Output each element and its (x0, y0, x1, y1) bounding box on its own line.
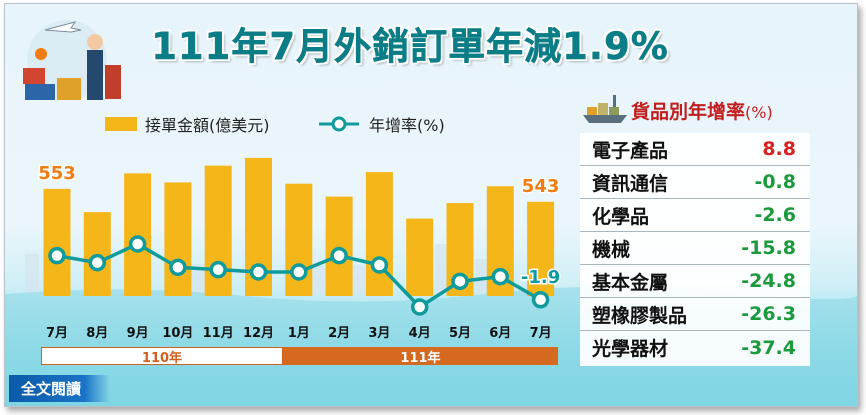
bar (43, 188, 71, 296)
growth-value: 8.8 (762, 138, 796, 160)
table-row: 化學品 -2.6 (580, 199, 810, 232)
growth-value: -24.8 (741, 270, 796, 292)
legend-line: 年增率(%) (317, 112, 445, 136)
bar (325, 196, 353, 296)
page-title: 111年7月外銷訂單年減1.9% (151, 25, 669, 69)
table-row: 電子產品 8.8 (580, 133, 810, 166)
product-name: 資訊通信 (592, 172, 669, 195)
growth-value: -2.6 (754, 204, 796, 226)
data-label: -1.9 (521, 267, 560, 288)
growth-value: -15.8 (741, 237, 796, 259)
growth-point (330, 246, 348, 265)
x-tick-label: 6月 (489, 326, 511, 341)
x-tick-label: 3月 (368, 326, 390, 341)
x-tick-label: 12月 (243, 326, 274, 341)
product-name: 機械 (592, 238, 631, 261)
x-tick-label: 7月 (46, 326, 68, 341)
read-full-text-button[interactable]: 全文閱讀 (9, 375, 110, 402)
x-tick-label: 11月 (203, 326, 234, 341)
year-110-label: 110年 (41, 347, 283, 366)
growth-point (290, 263, 308, 281)
growth-value: -37.4 (741, 336, 796, 359)
x-tick-label: 10月 (162, 326, 193, 341)
product-name: 光學器材 (592, 338, 669, 360)
legend-bar: 接單金額(億美元) (105, 112, 270, 136)
growth-point (209, 260, 227, 279)
x-tick-label: 2月 (328, 326, 350, 341)
x-tick-label: 4月 (409, 326, 431, 341)
year-111-label: 111年 (283, 347, 558, 366)
cargo-ship-icon (583, 95, 627, 123)
growth-point (491, 267, 510, 286)
table-row: 機械 -15.8 (580, 232, 810, 265)
bar (365, 172, 393, 296)
bar (124, 173, 152, 296)
growth-point (451, 272, 469, 291)
growth-point (410, 298, 429, 316)
x-tick-label: 8月 (86, 326, 108, 341)
x-tick-label: 1月 (288, 326, 310, 341)
data-label: 543 (522, 176, 560, 197)
legend-bar-label: 接單金額(億美元) (145, 116, 270, 135)
data-label: 553 (38, 163, 76, 184)
growth-value: -0.8 (754, 171, 796, 193)
product-name: 化學品 (592, 205, 650, 228)
table-row: 基本金屬 -24.8 (580, 265, 810, 298)
product-name: 塑橡膠製品 (592, 304, 688, 327)
table-row: 塑橡膠製品 -26.3 (580, 298, 810, 331)
legend-line-label: 年增率(%) (369, 116, 445, 135)
growth-point (249, 263, 268, 281)
product-name: 基本金屬 (592, 271, 669, 294)
growth-point (169, 258, 187, 277)
table-title-unit: (%) (745, 103, 773, 122)
x-tick-label: 7月 (530, 326, 552, 341)
growth-point (88, 253, 107, 272)
growth-table: 電子產品 8.8 資訊通信 -0.8 化學品 -2.6 機械 -15.8 基本金屬 -24.8 塑橡… (580, 133, 810, 366)
infographic-frame: 111年7月外銷訂單年減1.9% 接單金額(億美元) 年增率(%) 7月 8月 9月… (4, 3, 858, 407)
table-title-text: 貨品別年增率 (631, 101, 746, 123)
product-name: 電子產品 (592, 139, 669, 162)
table-title: 貨品別年增率(%) (631, 97, 773, 124)
trade-illustration (23, 20, 121, 100)
orders-chart: 7月 8月 9月 10月 11月 12月 1月 2月 3月 4月 5月 6月 7月 553 543 -1.9 (37, 157, 562, 341)
legend-bar-swatch (105, 117, 137, 131)
growth-point (531, 291, 550, 309)
bar (164, 182, 192, 296)
bar (527, 201, 555, 296)
x-tick-label: 9月 (127, 326, 149, 341)
growth-point (370, 256, 389, 274)
growth-point (128, 235, 147, 253)
table-row: 資訊通信 -0.8 (580, 166, 810, 199)
growth-point (48, 246, 66, 265)
year-band: 110年 111年 (41, 347, 558, 366)
x-tick-label: 5月 (449, 326, 471, 341)
bar (406, 218, 434, 296)
legend-line-swatch (319, 116, 359, 132)
table-row: 光學器材 -37.4 (580, 331, 810, 364)
growth-value: -26.3 (741, 303, 796, 325)
